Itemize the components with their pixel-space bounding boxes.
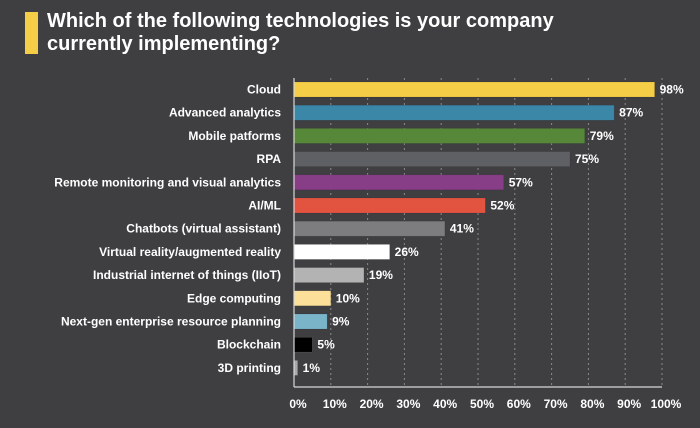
value-labels: 98% 87% 79% 75% 57% 52% 41% 26%19% 10% 9% 5% 1%	[303, 83, 684, 375]
bar	[293, 151, 571, 167]
value-label: 52%	[490, 199, 514, 213]
value-label: 57%	[509, 175, 533, 189]
value-label: 26%	[395, 245, 419, 259]
value-label: 19%	[369, 268, 393, 282]
chart-title: Which of the following technologies is y…	[47, 10, 554, 55]
x-axis-tick-labels: 0% 10% 20% 30% 40% 50% 60% 70% 80% 90% 100%	[289, 397, 681, 411]
bar	[293, 104, 615, 121]
category-label: Next-gen enterprise resource planning	[61, 315, 281, 329]
value-label: 87%	[619, 106, 643, 120]
value-label: 5%	[317, 338, 335, 352]
x-tick-label: 70%	[544, 397, 568, 411]
bar	[293, 220, 446, 237]
bar	[293, 244, 390, 260]
category-label: AI/ML	[248, 199, 281, 213]
x-tick-label: 20%	[360, 397, 384, 411]
value-label: 75%	[575, 152, 599, 166]
bar	[293, 197, 486, 214]
category-label: Mobile patforms	[188, 129, 281, 143]
category-label: Cloud	[247, 83, 281, 97]
value-label: 41%	[450, 222, 474, 236]
bar	[293, 313, 328, 330]
bar	[293, 290, 332, 307]
category-label: Edge computing	[187, 291, 281, 305]
x-tick-label: 100%	[651, 397, 682, 411]
category-label: Remote monitoring and visual analytics	[54, 175, 281, 189]
bar	[293, 174, 505, 191]
value-label: 1%	[303, 361, 321, 375]
x-tick-label: 60%	[507, 397, 531, 411]
value-label: 79%	[590, 129, 614, 143]
bar	[293, 81, 655, 98]
x-tick-label: 10%	[323, 397, 347, 411]
category-label: Blockchain	[217, 338, 281, 352]
x-tick-label: 0%	[289, 397, 307, 411]
category-labels: Cloud Advanced analytics Mobile patforms RP…	[54, 83, 281, 375]
category-label: Advanced analytics	[169, 106, 281, 120]
value-label: 10%	[336, 291, 360, 305]
x-tick-label: 90%	[617, 397, 641, 411]
x-tick-label: 80%	[580, 397, 604, 411]
x-tick-label: 30%	[396, 397, 420, 411]
x-tick-label: 40%	[433, 397, 457, 411]
bar	[293, 128, 585, 144]
bars	[293, 81, 655, 376]
x-tick-label: 50%	[470, 397, 494, 411]
category-label: Virtual reality/augmented reality	[99, 245, 281, 259]
bar	[293, 336, 313, 353]
category-label: Chatbots (virtual assistant)	[126, 222, 281, 236]
category-label: 3D printing	[218, 361, 281, 375]
value-label: 98%	[660, 83, 684, 97]
category-label: Industrial internet of things (IIoT)	[93, 268, 281, 282]
value-label: 9%	[332, 315, 350, 329]
category-label: RPA	[257, 152, 282, 166]
bar	[293, 267, 365, 283]
axis-frame	[293, 78, 662, 388]
title-accent-bar	[25, 12, 38, 54]
